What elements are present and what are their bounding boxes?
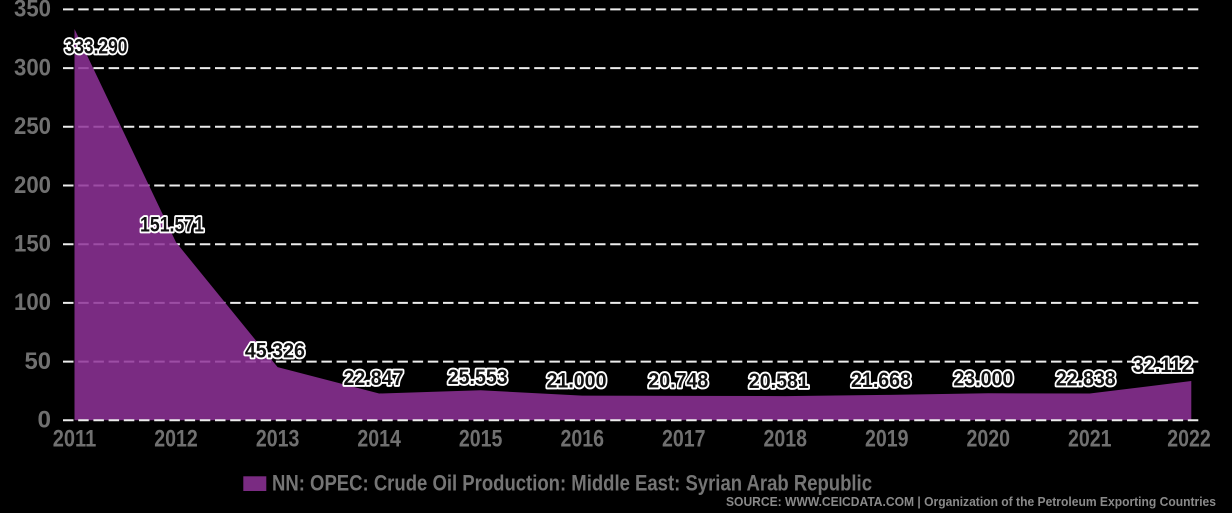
svg-text:45.326: 45.326 [245, 339, 305, 363]
svg-text:20.748: 20.748 [648, 369, 708, 393]
svg-text:32.112: 32.112 [1133, 353, 1193, 377]
svg-text:21.000: 21.000 [547, 369, 607, 393]
svg-text:2022: 2022 [1167, 426, 1211, 453]
svg-text:23.000: 23.000 [953, 367, 1013, 391]
svg-text:200: 200 [14, 172, 51, 199]
svg-text:2015: 2015 [459, 426, 503, 453]
svg-text:2020: 2020 [967, 426, 1011, 453]
svg-text:2013: 2013 [256, 426, 300, 453]
svg-text:22.838: 22.838 [1056, 367, 1116, 391]
svg-text:151.571: 151.571 [140, 213, 204, 237]
svg-text:100: 100 [14, 289, 51, 316]
svg-text:22.847: 22.847 [344, 366, 404, 390]
svg-text:150: 150 [14, 231, 51, 258]
svg-text:50: 50 [25, 348, 52, 375]
svg-text:2014: 2014 [357, 426, 401, 453]
svg-text:21.668: 21.668 [851, 368, 911, 392]
svg-text:250: 250 [14, 113, 51, 140]
svg-text:2012: 2012 [154, 426, 198, 453]
svg-text:SOURCE: WWW.CEICDATA.COM | Org: SOURCE: WWW.CEICDATA.COM | Organization … [726, 494, 1216, 509]
svg-text:25.553: 25.553 [448, 365, 508, 389]
svg-text:NN: OPEC: Crude Oil Production: NN: OPEC: Crude Oil Production: Middle E… [272, 470, 872, 495]
svg-text:350: 350 [14, 0, 51, 23]
svg-text:2018: 2018 [763, 426, 807, 453]
svg-text:300: 300 [14, 54, 51, 81]
svg-text:2016: 2016 [560, 426, 604, 453]
svg-text:2017: 2017 [662, 426, 706, 453]
svg-text:2019: 2019 [865, 426, 909, 453]
svg-text:0: 0 [38, 407, 52, 434]
svg-text:20.581: 20.581 [749, 369, 809, 393]
svg-text:2011: 2011 [53, 426, 97, 453]
svg-text:2021: 2021 [1068, 426, 1112, 453]
svg-text:333.290: 333.290 [65, 34, 128, 58]
